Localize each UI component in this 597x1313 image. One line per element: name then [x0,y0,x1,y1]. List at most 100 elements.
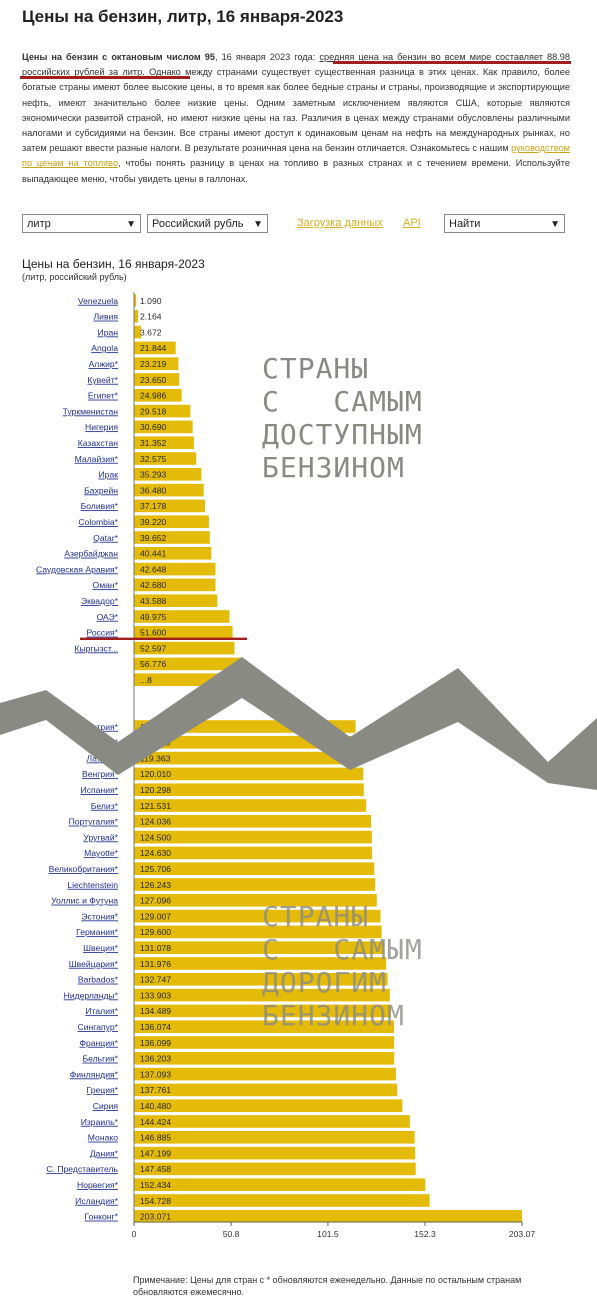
top-country-label[interactable]: Оман* [93,580,119,590]
top-country-label[interactable]: Малайзия* [75,454,119,464]
top-country-label[interactable]: Venezuela [78,296,118,306]
bottom-country-label[interactable]: Сирия [93,1101,119,1111]
top-country-label[interactable]: Бахрейн [84,485,118,495]
bottom-country-label[interactable]: Швеция* [83,943,119,953]
top-value-label: 35.293 [140,470,167,480]
bottom-value-label: 146.885 [140,1133,171,1143]
currency-select[interactable]: Российский рубль ▼ [147,214,268,233]
bottom-country-label[interactable]: Венгрия* [82,769,119,779]
api-link[interactable]: API [403,217,421,229]
bottom-country-label[interactable]: Гонконг* [85,1212,119,1222]
top-country-label[interactable]: Ирак [99,470,119,480]
bottom-bar [134,1020,394,1033]
bottom-value-label: 125.706 [140,864,171,874]
top-country-label[interactable]: Colombia* [78,517,118,527]
bottom-country-label[interactable]: Liechtenstein [67,880,118,890]
bottom-value-label: 144.424 [140,1117,171,1127]
page-title: Цены на бензин, литр, 16 января-2023 [22,7,344,26]
top-country-label[interactable]: Египет* [88,391,119,401]
top-country-label[interactable]: Россия* [86,628,118,638]
bottom-country-label[interactable]: Нидерланды* [64,990,119,1000]
chevron-down-icon: ▼ [550,219,560,230]
bottom-bar [134,767,364,781]
bottom-country-label[interactable]: Норвегия* [77,1180,119,1190]
top-country-label[interactable]: Кыргызст... [74,643,118,653]
avg-underline-mark-1 [333,61,571,64]
top-bar [134,531,210,544]
top-value-label: 42.680 [140,580,167,590]
bottom-country-label[interactable]: Уругвай* [83,832,118,842]
bottom-country-label[interactable]: Эстония* [81,911,118,921]
bottom-value-label: 124.036 [140,817,171,827]
top-bar [134,294,137,307]
bottom-country-label[interactable]: Испания* [81,785,119,795]
top-country-label[interactable]: Нигерия [85,422,118,432]
bottom-value-label: 136.099 [140,1038,171,1048]
top-value-label: 39.220 [140,517,167,527]
x-tick-label: 0 [132,1229,137,1239]
top-bar [134,657,243,671]
bottom-country-label[interactable]: Barbados* [78,975,119,985]
top-value-label: 32.575 [140,454,167,464]
bottom-bar [134,846,373,860]
top-value-label: 36.480 [140,485,167,495]
top-country-label[interactable]: Angola [91,343,118,353]
average-price-text: средняя цена на бензин во всем мире сост… [22,52,570,78]
top-country-label[interactable]: Иран [98,327,119,337]
top-country-label[interactable]: Ливия [94,312,119,322]
bottom-country-label[interactable]: Бельгия* [82,1054,118,1064]
top-country-label[interactable]: Qatar* [93,533,118,543]
top-country-label[interactable]: Казахстан [78,438,119,448]
bottom-country-label[interactable]: Греция* [87,1085,119,1095]
unit-select[interactable]: литр ▼ [22,214,141,233]
bottom-bar [134,878,376,891]
top-bar [134,578,216,592]
bottom-country-label[interactable]: Уоллис и Футуна [51,896,118,906]
top-value-label: 2.164 [140,312,162,322]
top-country-label[interactable]: Эквадор* [81,596,119,606]
bottom-country-label[interactable]: Израиль* [81,1117,119,1127]
top-country-label[interactable]: Саудовская Аравия* [36,564,119,574]
bottom-country-label[interactable]: Исландия* [75,1196,118,1206]
bottom-bar [134,799,367,812]
top-country-label[interactable]: Кувейт* [87,375,118,385]
bottom-country-label[interactable]: Mayotte* [84,848,119,858]
top-bar [134,610,230,623]
bottom-country-label[interactable]: Монако [88,1133,118,1143]
bottom-bar [134,1004,391,1018]
top-value-label: 56.776 [140,659,167,669]
top-country-label[interactable]: ОАЭ* [96,612,118,622]
bottom-country-label[interactable]: Швейцария* [69,959,119,969]
bottom-country-label[interactable]: Австрия* [82,722,119,732]
top-bar [134,626,233,639]
bottom-country-label[interactable]: Финляндия* [70,1069,119,1079]
bottom-value-label: 136.074 [140,1022,171,1032]
bottom-bar [134,1131,415,1144]
top-country-label[interactable]: Боливия* [81,501,119,511]
bottom-bar [134,1162,416,1176]
bottom-value-label: 131.078 [140,943,171,953]
download-data-link[interactable]: Загрузка данных [297,217,383,229]
bottom-country-label[interactable]: Белиз* [91,801,119,811]
top-country-label[interactable]: Туркменистан [63,406,119,416]
bottom-country-label[interactable]: Дания* [90,1148,119,1158]
bottom-value-label: 147.199 [140,1148,171,1158]
find-select[interactable]: Найти ▼ [444,214,565,233]
top-country-label[interactable]: Алжир* [89,359,119,369]
bottom-country-label[interactable]: Великобритания* [49,864,119,874]
bottom-bar [134,941,385,954]
top-country-label[interactable]: Азербайджан [64,549,118,559]
top-bar [134,468,202,481]
bottom-bar [134,957,387,970]
bottom-country-label[interactable]: Сингапур* [78,1022,119,1032]
bottom-country-label[interactable]: Германия* [76,927,119,937]
bottom-country-label[interactable]: Франция* [79,1038,118,1048]
top-bar [134,436,194,449]
bottom-country-label[interactable]: Италия* [85,1006,118,1016]
bottom-bar [134,1210,522,1223]
bottom-value-label: 147.458 [140,1164,171,1174]
fuel-guide-link[interactable]: руководством по ценам на топливо [22,143,570,169]
bottom-country-label[interactable]: Португалия* [69,817,119,827]
bottom-country-label[interactable]: С. Представитель [46,1164,118,1174]
top-bar [134,389,182,402]
